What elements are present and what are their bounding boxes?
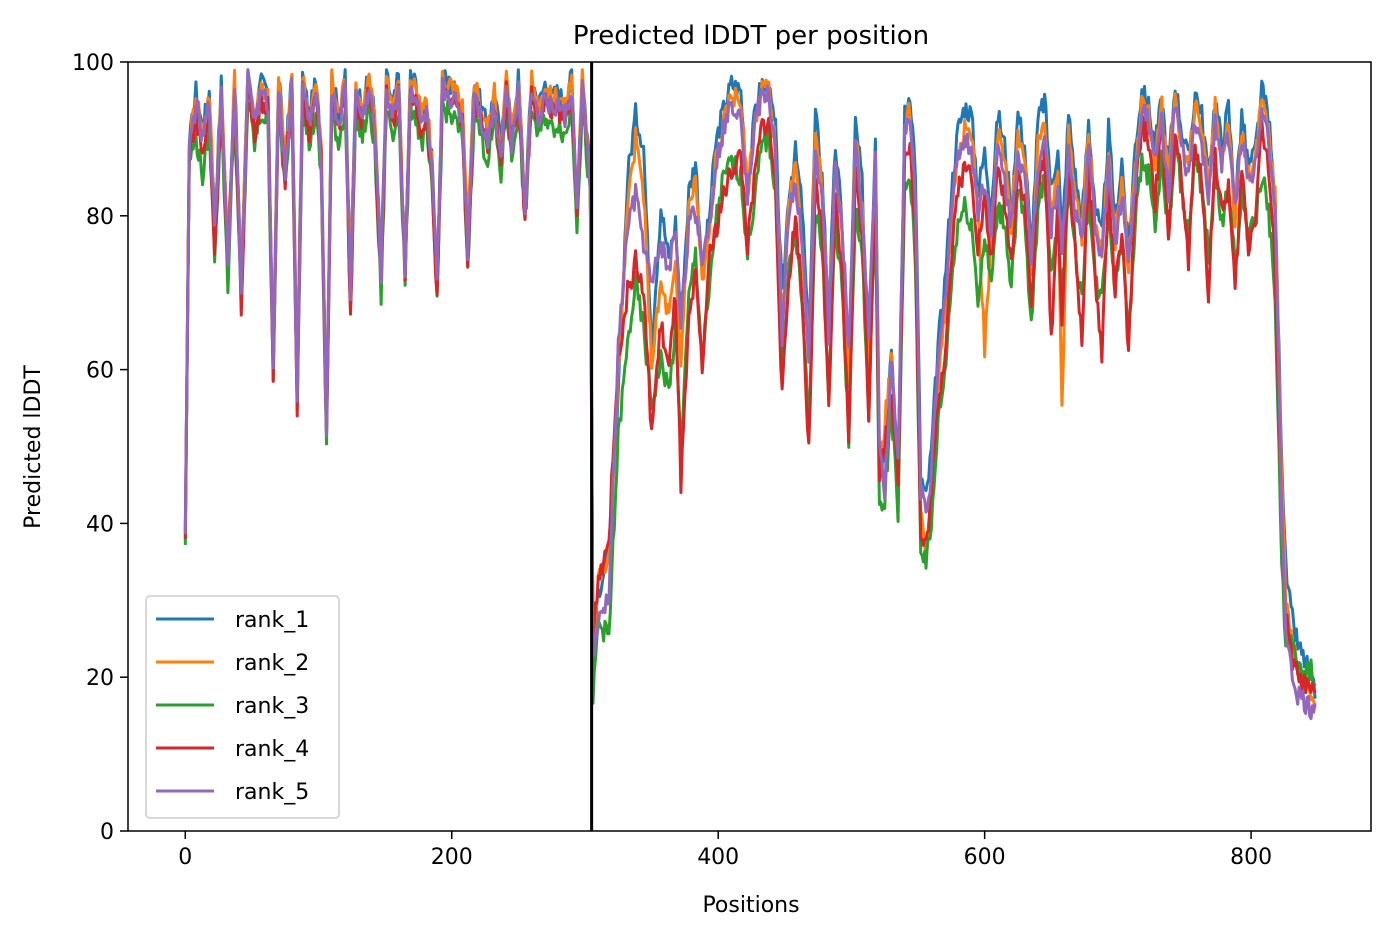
legend-label-rank_2: rank_2 [235, 651, 309, 676]
y-tick-label: 60 [86, 359, 114, 384]
y-axis-ticks: 0 20 40 60 80 100 [72, 51, 128, 845]
x-tick-label: 800 [1230, 845, 1272, 870]
legend-label-rank_5: rank_5 [235, 780, 309, 805]
legend: rank_1 rank_2 rank_3 rank_4 rank_5 [145, 595, 340, 819]
series-layer [183, 68, 1317, 721]
legend-label-rank_3: rank_3 [235, 694, 309, 719]
y-tick-label: 80 [86, 205, 114, 230]
x-axis-ticks: 0 200 400 600 800 [178, 831, 1272, 870]
legend-entries: rank_1 rank_2 rank_3 rank_4 rank_5 [156, 608, 309, 805]
plot-area [127, 61, 1372, 832]
x-axis-label: Positions [702, 893, 799, 918]
series-line-rank_5 [183, 68, 1317, 721]
y-axis-label: Predicted lDDT [21, 365, 46, 529]
x-tick-label: 600 [964, 845, 1006, 870]
legend-label-rank_1: rank_1 [235, 608, 309, 633]
x-tick-label: 400 [697, 845, 739, 870]
legend-label-rank_4: rank_4 [235, 737, 309, 762]
plot-frame [127, 61, 1372, 832]
x-tick-label: 0 [178, 845, 192, 870]
y-tick-label: 20 [86, 666, 114, 691]
y-tick-label: 40 [86, 512, 114, 537]
y-tick-label: 100 [72, 51, 114, 76]
legend-box [145, 595, 340, 819]
x-tick-label: 200 [431, 845, 473, 870]
y-tick-label: 0 [100, 820, 114, 845]
chart-title: Predicted lDDT per position [573, 21, 929, 51]
